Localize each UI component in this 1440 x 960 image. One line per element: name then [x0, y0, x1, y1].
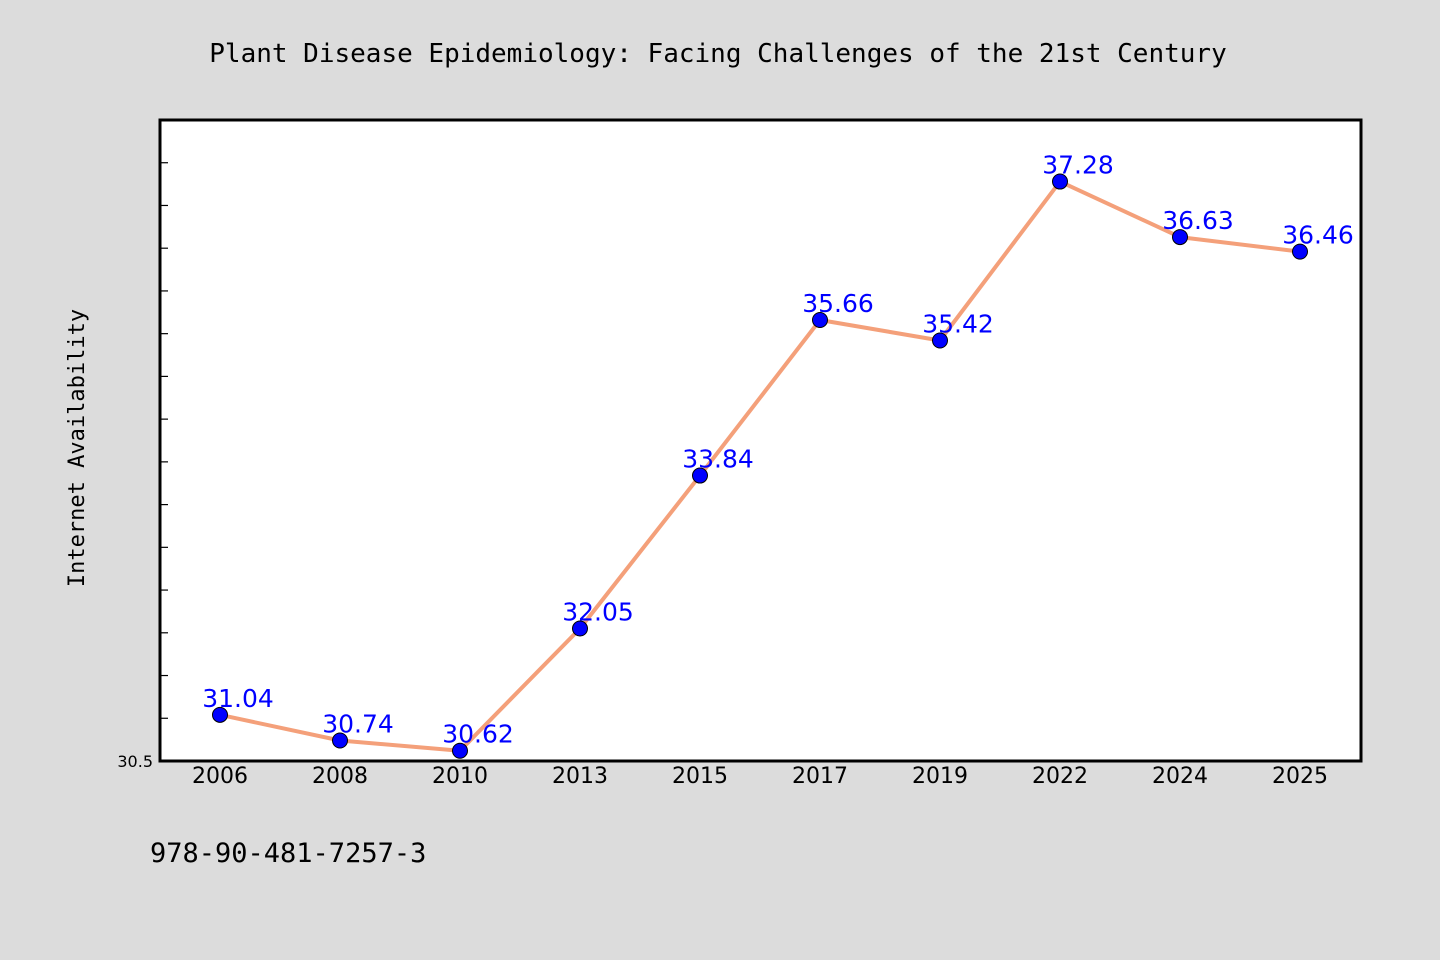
chart-title: Plant Disease Epidemiology: Facing Chall…: [209, 39, 1226, 69]
data-label: 30.62: [442, 720, 514, 749]
data-point: [1172, 229, 1188, 246]
data-point: [332, 732, 348, 749]
data-labels: 31.04 30.74 30.62 32.05 33.84 35.66 35.42 37.28…: [202, 151, 1354, 749]
data-label: 36.46: [1282, 221, 1354, 250]
data-label: 30.74: [322, 709, 394, 738]
data-label: 33.84: [682, 445, 754, 474]
x-tick-label: 2024: [1152, 764, 1208, 789]
x-tick-label: 2017: [792, 764, 848, 789]
series-layer: [212, 173, 1308, 759]
data-point: [212, 706, 228, 723]
data-label: 35.42: [922, 310, 994, 339]
data-point: [1052, 173, 1068, 190]
y-tick-label: 30.5: [117, 752, 153, 771]
data-label: 37.28: [1042, 151, 1114, 180]
isbn-footer: 978-90-481-7257-3: [150, 838, 426, 869]
x-tick-label: 2006: [192, 764, 248, 789]
series-line: [219, 179, 1301, 753]
data-point: [692, 467, 708, 484]
data-point: [572, 620, 588, 637]
y-axis-label: Internet Availability: [65, 309, 90, 587]
data-label: 36.63: [1162, 206, 1234, 235]
data-point: [812, 311, 828, 328]
x-tick-label: 2008: [312, 764, 368, 789]
x-tick-label: 2019: [912, 764, 968, 789]
x-tick-label: 2015: [672, 764, 728, 789]
y-tick-labels: 30.5: [117, 752, 153, 771]
x-tick-labels: 2006 2008 2010 2013 2015 2017 2019 2022 2024 2025: [192, 764, 1328, 789]
x-tick-label: 2010: [432, 764, 488, 789]
x-tick-label: 2025: [1272, 764, 1328, 789]
data-point: [932, 332, 948, 349]
data-point: [1292, 243, 1308, 260]
x-tick-label: 2013: [552, 764, 608, 789]
data-point: [452, 742, 468, 759]
data-label: 31.04: [202, 684, 274, 713]
x-tick-label: 2022: [1032, 764, 1088, 789]
data-label: 32.05: [562, 598, 634, 627]
y-minor-ticks: [160, 119, 168, 719]
data-label: 35.66: [802, 289, 874, 318]
